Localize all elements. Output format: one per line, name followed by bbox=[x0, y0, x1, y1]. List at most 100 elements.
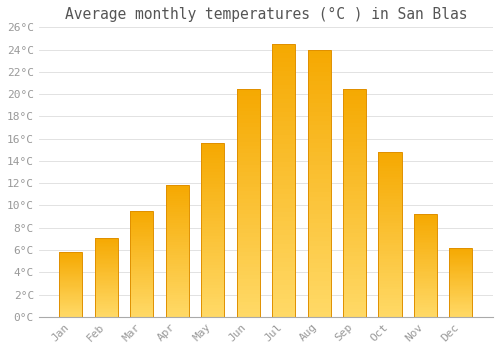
Bar bbox=[236, 203, 260, 206]
Bar bbox=[166, 227, 189, 229]
Bar bbox=[450, 305, 472, 307]
Bar bbox=[378, 292, 402, 295]
Bar bbox=[450, 292, 472, 293]
Bar bbox=[272, 62, 295, 67]
Bar bbox=[343, 89, 366, 317]
Bar bbox=[343, 107, 366, 111]
Bar bbox=[308, 214, 330, 219]
Bar bbox=[60, 254, 82, 256]
Bar bbox=[201, 184, 224, 187]
Bar bbox=[378, 218, 402, 220]
Bar bbox=[378, 265, 402, 267]
Bar bbox=[308, 58, 330, 63]
Bar bbox=[414, 257, 437, 259]
Bar bbox=[130, 271, 154, 273]
Bar bbox=[95, 255, 118, 256]
Bar bbox=[343, 191, 366, 195]
Bar bbox=[166, 245, 189, 247]
Bar bbox=[60, 264, 82, 265]
Bar bbox=[130, 245, 154, 246]
Bar bbox=[95, 302, 118, 304]
Bar bbox=[236, 161, 260, 164]
Bar bbox=[414, 310, 437, 312]
Bar bbox=[166, 284, 189, 286]
Bar bbox=[95, 314, 118, 315]
Bar bbox=[166, 271, 189, 273]
Bar bbox=[166, 188, 189, 190]
Bar bbox=[95, 287, 118, 288]
Bar bbox=[414, 315, 437, 317]
Bar bbox=[378, 196, 402, 199]
Bar bbox=[236, 233, 260, 237]
Bar bbox=[60, 300, 82, 301]
Bar bbox=[450, 275, 472, 276]
Bar bbox=[414, 242, 437, 243]
Bar bbox=[272, 148, 295, 153]
Bar bbox=[201, 239, 224, 241]
Bar bbox=[343, 256, 366, 260]
Bar bbox=[450, 274, 472, 275]
Bar bbox=[95, 246, 118, 247]
Bar bbox=[414, 271, 437, 272]
Bar bbox=[236, 96, 260, 100]
Bar bbox=[308, 72, 330, 76]
Bar bbox=[95, 240, 118, 242]
Bar bbox=[308, 161, 330, 165]
Bar bbox=[343, 142, 366, 146]
Bar bbox=[166, 260, 189, 262]
Bar bbox=[166, 223, 189, 225]
Bar bbox=[130, 287, 154, 289]
Bar bbox=[130, 283, 154, 285]
Bar bbox=[95, 252, 118, 253]
Bar bbox=[343, 161, 366, 164]
Bar bbox=[378, 243, 402, 245]
Bar bbox=[378, 287, 402, 289]
Bar bbox=[60, 293, 82, 294]
Bar bbox=[272, 189, 295, 194]
Bar bbox=[414, 286, 437, 288]
Bar bbox=[95, 308, 118, 309]
Bar bbox=[236, 298, 260, 302]
Bar bbox=[378, 275, 402, 278]
Bar bbox=[343, 206, 366, 210]
Bar bbox=[95, 275, 118, 276]
Bar bbox=[236, 142, 260, 146]
Bar bbox=[60, 305, 82, 306]
Bar bbox=[378, 199, 402, 202]
Bar bbox=[95, 277, 118, 279]
Bar bbox=[236, 282, 260, 286]
Bar bbox=[166, 216, 189, 218]
Bar bbox=[130, 246, 154, 248]
Bar bbox=[201, 241, 224, 244]
Bar bbox=[414, 250, 437, 252]
Bar bbox=[166, 275, 189, 278]
Bar bbox=[308, 156, 330, 161]
Bar bbox=[414, 228, 437, 230]
Bar bbox=[343, 153, 366, 157]
Bar bbox=[272, 131, 295, 135]
Bar bbox=[166, 258, 189, 260]
Bar bbox=[450, 250, 472, 251]
Bar bbox=[308, 277, 330, 281]
Bar bbox=[130, 292, 154, 294]
Bar bbox=[308, 312, 330, 317]
Bar bbox=[201, 221, 224, 224]
Bar bbox=[236, 229, 260, 233]
Bar bbox=[343, 298, 366, 302]
Bar bbox=[272, 217, 295, 221]
Bar bbox=[343, 313, 366, 317]
Bar bbox=[236, 237, 260, 241]
Bar bbox=[201, 302, 224, 305]
Bar bbox=[95, 243, 118, 244]
Bar bbox=[308, 134, 330, 139]
Bar bbox=[414, 226, 437, 228]
Bar bbox=[272, 221, 295, 226]
Bar bbox=[343, 302, 366, 306]
Bar bbox=[450, 309, 472, 310]
Bar bbox=[236, 111, 260, 115]
Bar bbox=[343, 271, 366, 275]
Bar bbox=[60, 290, 82, 291]
Bar bbox=[236, 104, 260, 107]
Bar bbox=[450, 303, 472, 304]
Bar bbox=[166, 240, 189, 242]
